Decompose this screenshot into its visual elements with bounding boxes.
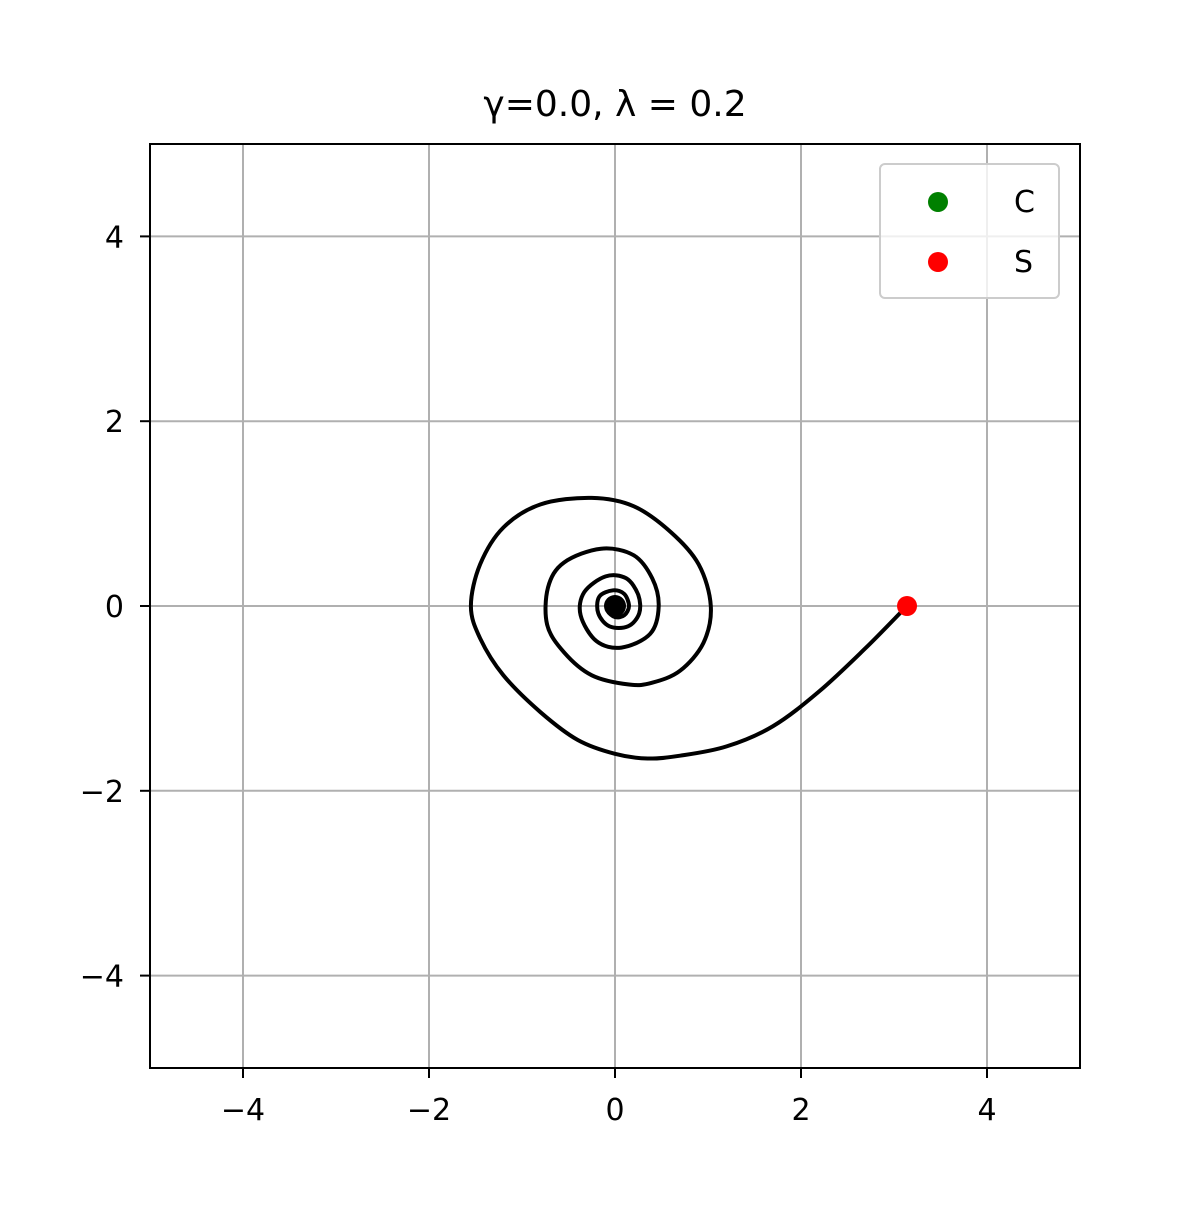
legend-label-c: C [1014,185,1035,220]
y-tick-label: 4 [105,220,124,255]
chart-title: γ=0.0, λ = 0.2 [483,84,746,125]
y-tick-label: 2 [105,405,124,440]
legend-marker-c [928,192,948,212]
point-s [897,596,918,616]
axis-ticks: −4 −2 0 2 4 −4 −2 0 2 4 [80,220,997,1128]
x-tick-label: 4 [977,1093,996,1128]
legend-marker-s [928,252,948,272]
legend: C S [879,163,1060,299]
x-tick-label: −4 [221,1093,265,1128]
y-tick-label: −4 [80,960,124,995]
trajectory-end-point [604,595,626,617]
legend-label-s: S [1014,245,1033,280]
plot-frame [149,143,1081,1069]
trajectory-line [468,495,909,761]
y-tick-label: −2 [80,775,124,810]
x-tick-label: −2 [407,1093,451,1128]
legend-box [879,163,1060,299]
x-tick-label: 2 [791,1093,810,1128]
y-tick-label: 0 [105,590,124,625]
plot-data [468,495,918,761]
x-tick-label: 0 [605,1093,624,1128]
